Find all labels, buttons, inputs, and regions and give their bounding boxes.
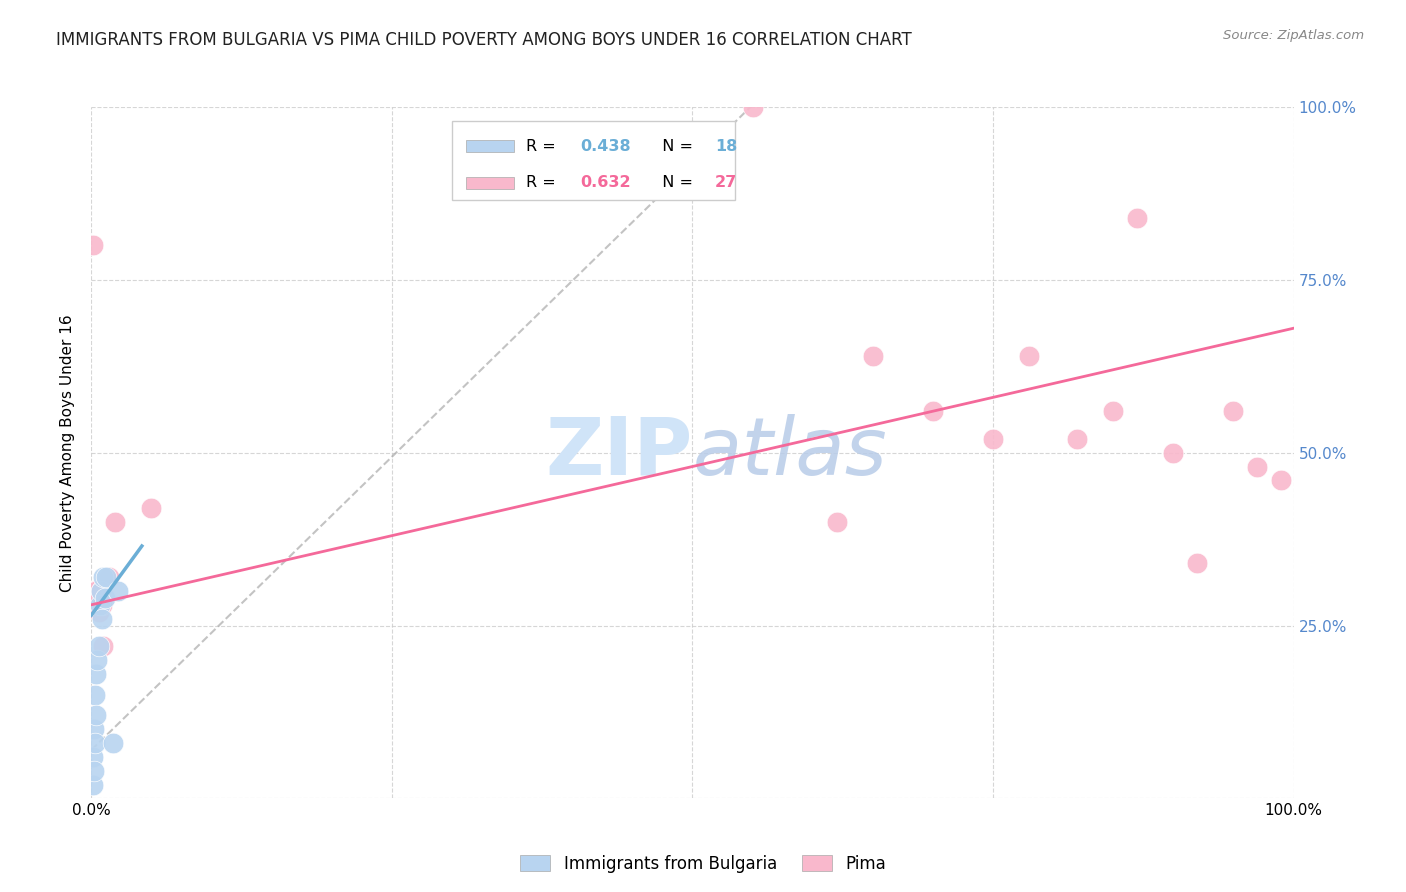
Point xyxy=(93,570,115,584)
Point xyxy=(107,583,129,598)
Point xyxy=(141,501,163,516)
Point xyxy=(981,432,1004,446)
Point xyxy=(94,570,117,584)
Point xyxy=(90,583,112,598)
Point xyxy=(84,591,107,605)
Text: R =: R = xyxy=(526,176,561,190)
Point xyxy=(1102,404,1125,418)
Point xyxy=(86,653,108,667)
Point xyxy=(1222,404,1244,418)
Text: 18: 18 xyxy=(714,139,737,153)
Text: Source: ZipAtlas.com: Source: ZipAtlas.com xyxy=(1223,29,1364,42)
Point xyxy=(1246,459,1268,474)
Point xyxy=(1187,557,1209,571)
Point xyxy=(90,583,112,598)
Point xyxy=(83,723,105,737)
Point xyxy=(84,688,107,702)
Point xyxy=(104,515,127,529)
Point xyxy=(87,605,110,619)
Point xyxy=(1161,445,1184,460)
FancyBboxPatch shape xyxy=(467,140,515,153)
Text: atlas: atlas xyxy=(692,414,887,491)
FancyBboxPatch shape xyxy=(467,177,515,189)
Point xyxy=(83,583,105,598)
Text: IMMIGRANTS FROM BULGARIA VS PIMA CHILD POVERTY AMONG BOYS UNDER 16 CORRELATION C: IMMIGRANTS FROM BULGARIA VS PIMA CHILD P… xyxy=(56,31,912,49)
Text: 0.632: 0.632 xyxy=(581,176,631,190)
Point xyxy=(84,736,107,750)
Text: 27: 27 xyxy=(714,176,737,190)
Point xyxy=(93,639,115,653)
Point xyxy=(862,349,884,363)
Y-axis label: Child Poverty Among Boys Under 16: Child Poverty Among Boys Under 16 xyxy=(60,314,76,591)
Point xyxy=(89,591,111,605)
Legend: Immigrants from Bulgaria, Pima: Immigrants from Bulgaria, Pima xyxy=(513,848,893,880)
Text: N =: N = xyxy=(652,139,699,153)
Point xyxy=(1018,349,1040,363)
Point xyxy=(922,404,945,418)
Point xyxy=(87,639,110,653)
Point xyxy=(741,100,763,114)
Point xyxy=(91,598,114,612)
Point xyxy=(82,238,104,252)
Point xyxy=(1270,473,1292,487)
Point xyxy=(91,612,114,626)
Point xyxy=(101,736,124,750)
Point xyxy=(83,764,105,778)
Point xyxy=(84,583,107,598)
FancyBboxPatch shape xyxy=(451,120,734,201)
Point xyxy=(825,515,848,529)
Point xyxy=(1126,211,1149,225)
Point xyxy=(84,708,107,723)
Text: 0.438: 0.438 xyxy=(581,139,631,153)
Point xyxy=(98,570,121,584)
Point xyxy=(86,591,108,605)
Text: ZIP: ZIP xyxy=(546,414,692,491)
Point xyxy=(1066,432,1088,446)
Point xyxy=(82,777,104,792)
Point xyxy=(89,598,111,612)
Point xyxy=(93,591,115,605)
Text: R =: R = xyxy=(526,139,561,153)
Point xyxy=(84,667,107,681)
Text: N =: N = xyxy=(652,176,699,190)
Point xyxy=(82,749,104,764)
